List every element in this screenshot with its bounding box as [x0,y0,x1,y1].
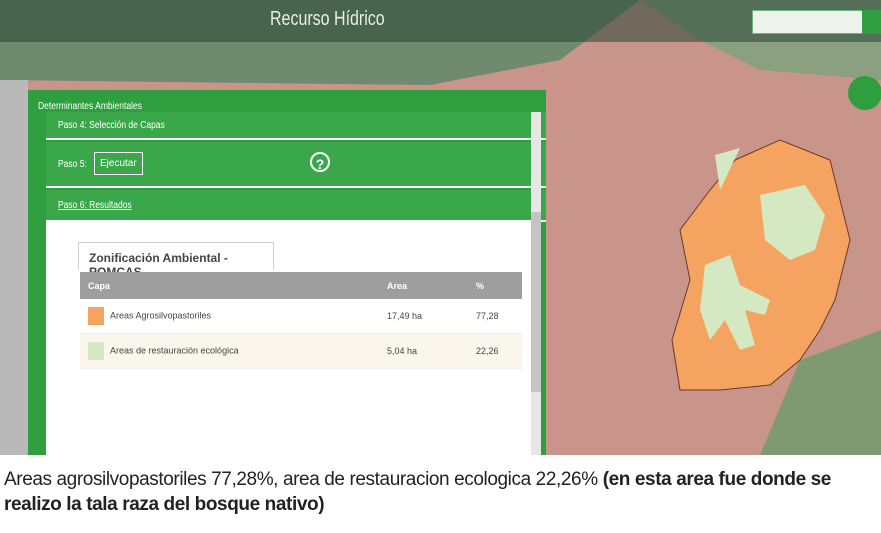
percent-cell: 22,26 [468,334,522,369]
search-button[interactable] [862,10,881,34]
area-cell: 5,04 ha [379,334,468,369]
swatch [88,307,104,325]
layers-button[interactable] [848,76,881,110]
result-tab[interactable]: Zonificación Ambiental - POMCAS [78,242,274,270]
layer-cell: Areas de restauración ecológica [80,334,379,369]
execute-button[interactable]: Ejecutar [94,152,143,175]
swatch [88,342,104,360]
header-cell: Area [379,272,468,299]
results-table: Capa Area % Areas Agrosilvopastoriles 17… [80,272,522,369]
header-cell: Capa [80,272,379,299]
search-box[interactable] [752,10,870,34]
layer-cell: Areas Agrosilvopastoriles [80,299,379,334]
table-row: Areas de restauración ecológica 5,04 ha … [80,334,522,369]
layer-name: Areas Agrosilvopastoriles [110,310,211,320]
panel: Determinantes Ambientales Paso 4: Selecc… [28,90,546,455]
layer-name: Areas de restauración ecológica [110,345,239,355]
step-label: Paso 5: [58,159,87,170]
step-5: Paso 5: Ejecutar ? [46,142,546,188]
header-cell: % [468,272,522,299]
caption-text: Areas agrosilvopastoriles 77,28%, area d… [4,469,598,490]
step-label: Paso 4: Selección de Capas [58,120,165,131]
results-content: Zonificación Ambiental - POMCAS Capa Are… [46,222,531,455]
percent-cell: 77,28 [468,299,522,334]
area-cell: 17,49 ha [379,299,468,334]
top-bar: Recurso Hídrico [0,0,881,42]
table-row: Areas Agrosilvopastoriles 17,49 ha 77,28 [80,299,522,334]
map-edge [0,80,28,455]
table-header: Capa Area % [80,272,522,299]
step-4[interactable]: Paso 4: Selección de Capas [46,112,546,140]
panel-title: Determinantes Ambientales [38,101,142,112]
caption: Areas agrosilvopastoriles 77,28%, area d… [4,467,879,517]
step-label: Paso 6: Resultados [58,200,132,211]
app-title: Recurso Hídrico [270,8,385,31]
scroll-thumb[interactable] [531,212,541,392]
page: Recurso Hídrico Determinantes Ambientale… [0,0,881,533]
help-icon[interactable]: ? [310,152,330,172]
step-6[interactable]: Paso 6: Resultados [46,190,546,222]
